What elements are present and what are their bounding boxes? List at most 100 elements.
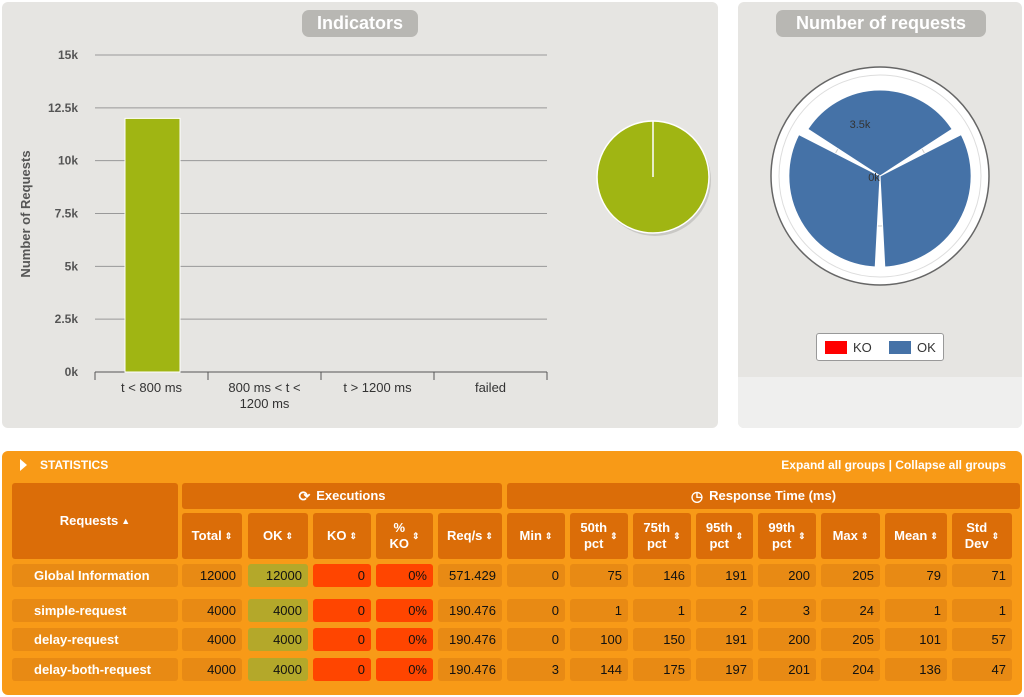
row-value-50th-pct: 100	[570, 628, 628, 651]
row-value-ko: 0	[313, 658, 371, 681]
statistics-panel: STATISTICS Expand all groups | Collapse …	[2, 451, 1022, 695]
sort-icon[interactable]: ⇕	[673, 531, 681, 541]
y-axis-label: Number of Requests	[18, 150, 33, 277]
bar[interactable]	[124, 117, 181, 373]
row-value--ko: 0%	[376, 564, 433, 587]
row-value-max: 205	[821, 564, 880, 587]
column-header-ok[interactable]: OK ⇕	[248, 513, 308, 559]
column-header-label: OK	[262, 528, 283, 543]
row-value--ko: 0%	[376, 599, 433, 622]
row-value-std-dev: 1	[952, 599, 1012, 622]
indicators-panel: Indicators Number of Requests 0k 2.5k 5k 7.5…	[2, 2, 718, 428]
column-header-total[interactable]: Total ⇕	[182, 513, 242, 559]
sort-icon[interactable]: ⇕	[860, 531, 869, 541]
row-value-req-s: 190.476	[438, 628, 502, 651]
column-header-label: Req/s	[447, 528, 483, 543]
column-header-75th-pct[interactable]: 75th pct ⇕	[633, 513, 691, 559]
requests-column-header[interactable]: Requests ▲	[12, 483, 178, 559]
row-value-req-s: 190.476	[438, 658, 502, 681]
row-value-std-dev: 47	[952, 658, 1012, 681]
row-value-mean: 101	[885, 628, 947, 651]
row-value-ko: 0	[313, 564, 371, 587]
column-header-50th-pct[interactable]: 50th pct ⇕	[570, 513, 628, 559]
column-header-label: Min	[519, 528, 542, 543]
expand-collapse-links[interactable]: Expand all groups | Collapse all groups	[781, 458, 1006, 472]
row-value-req-s: 571.429	[438, 564, 502, 587]
row-value-min: 0	[507, 599, 565, 622]
row-value-50th-pct: 144	[570, 658, 628, 681]
column-header-label: Std Dev	[964, 520, 989, 551]
y-tick-label: 15k	[58, 48, 78, 62]
row-value-95th-pct: 197	[696, 658, 753, 681]
column-header-95th-pct[interactable]: 95th pct ⇕	[696, 513, 753, 559]
request-row-name[interactable]: delay-both-request	[12, 658, 178, 681]
polar-bar-ok-delay-request[interactable]	[879, 133, 972, 268]
global-information-row-name[interactable]: Global Information	[12, 564, 178, 587]
column-header-label: Total	[191, 528, 222, 543]
sort-icon[interactable]: ⇕	[224, 531, 233, 541]
column-header-max[interactable]: Max ⇕	[821, 513, 880, 559]
row-value-99th-pct: 200	[758, 628, 816, 651]
sort-asc-icon[interactable]: ▲	[121, 516, 131, 526]
polar-bar-ok-simple-request[interactable]	[807, 89, 953, 177]
row-value-mean: 1	[885, 599, 947, 622]
x-tick-label: 800 ms < t <1200 ms	[228, 380, 300, 411]
polar-bar-ok-delay-both-request[interactable]	[788, 133, 881, 268]
polar-ring-label: 3.5k	[850, 119, 871, 131]
sort-icon[interactable]: ⇕	[411, 531, 420, 541]
sort-icon[interactable]: ⇕	[930, 531, 938, 541]
column-header-label: 75th pct	[643, 520, 671, 551]
sort-icon[interactable]: ⇕	[285, 531, 294, 541]
row-value-mean: 136	[885, 658, 947, 681]
column-header-label: Mean	[894, 528, 928, 543]
indicators-title: Indicators	[302, 10, 418, 37]
row-value-ko: 0	[313, 599, 371, 622]
legend-ok-swatch[interactable]	[889, 341, 911, 354]
sort-icon[interactable]: ⇕	[485, 531, 493, 541]
sort-icon[interactable]: ⇕	[735, 531, 744, 541]
sort-icon[interactable]: ⇕	[798, 531, 806, 541]
sort-icon[interactable]: ⇕	[991, 531, 1000, 541]
sort-icon[interactable]: ⇕	[544, 531, 553, 541]
statistics-title[interactable]: STATISTICS	[40, 458, 109, 472]
column-header-min[interactable]: Min ⇕	[507, 513, 565, 559]
row-value-75th-pct: 1	[633, 599, 691, 622]
request-row-name[interactable]: simple-request	[12, 599, 178, 622]
indicators-bar-chart: Number of Requests 0k 2.5k 5k 7.5k 10k 12.5k 15…	[18, 48, 711, 411]
executions-group-header: ⟳ Executions	[182, 483, 502, 509]
row-value-95th-pct: 191	[696, 564, 753, 587]
legend-ko-label[interactable]: KO	[853, 340, 872, 355]
row-value-max: 204	[821, 658, 880, 681]
row-value-75th-pct: 146	[633, 564, 691, 587]
row-value-95th-pct: 2	[696, 599, 753, 622]
executions-label: Executions	[316, 488, 386, 503]
row-value-75th-pct: 150	[633, 628, 691, 651]
requests-polar-chart: 0k 3.5k	[770, 66, 990, 286]
row-value-99th-pct: 3	[758, 599, 816, 622]
row-value-ko: 0	[313, 628, 371, 651]
requests-panel: Number of requests 0k 3.5k KO OK	[738, 2, 1022, 428]
request-row-name[interactable]: delay-request	[12, 628, 178, 651]
row-value-ok: 4000	[248, 628, 308, 651]
collapse-triangle-icon[interactable]	[20, 459, 27, 471]
row-value-total: 4000	[182, 628, 242, 651]
row-value-req-s: 190.476	[438, 599, 502, 622]
row-value-min: 0	[507, 628, 565, 651]
sort-icon[interactable]: ⇕	[610, 531, 618, 541]
column-header-mean[interactable]: Mean ⇕	[885, 513, 947, 559]
legend-ok-label[interactable]: OK	[917, 340, 936, 355]
column-header-std-dev[interactable]: Std Dev ⇕	[952, 513, 1012, 559]
sort-icon[interactable]: ⇕	[349, 531, 358, 541]
column-header-99th-pct[interactable]: 99th pct ⇕	[758, 513, 816, 559]
column-header--ko[interactable]: % KO ⇕	[376, 513, 433, 559]
row-value-ok: 12000	[248, 564, 308, 587]
column-header-req-s[interactable]: Req/s ⇕	[438, 513, 502, 559]
legend-ko-swatch[interactable]	[825, 341, 847, 354]
row-value-max: 24	[821, 599, 880, 622]
column-header-label: 95th pct	[705, 520, 733, 551]
response-time-group-header: ◷ Response Time (ms)	[507, 483, 1020, 509]
row-value-75th-pct: 175	[633, 658, 691, 681]
column-header-ko[interactable]: KO ⇕	[313, 513, 371, 559]
y-tick-label: 2.5k	[55, 312, 79, 326]
polar-grid-ring	[778, 74, 982, 278]
